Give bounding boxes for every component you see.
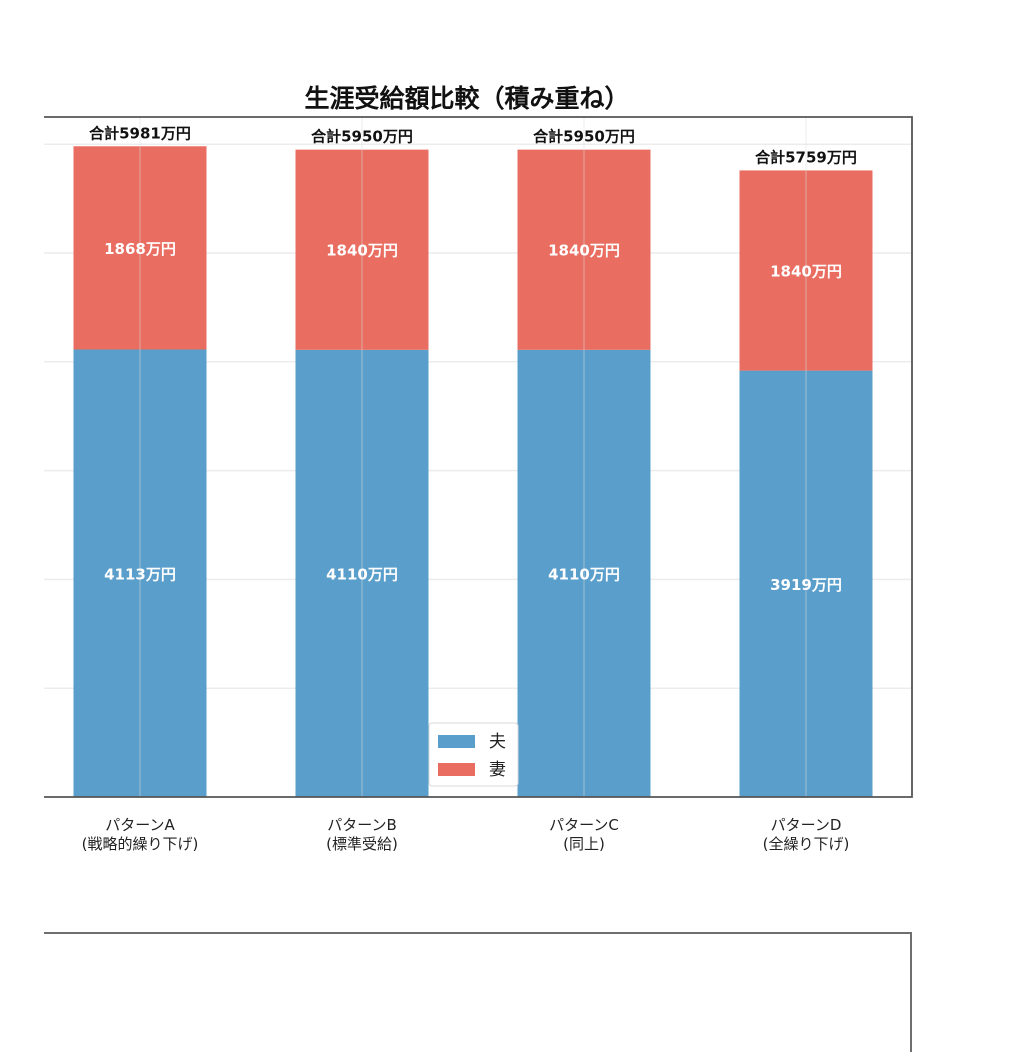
- x-tick-label: パターンA (戦略的繰り下げ): [82, 816, 199, 853]
- data-labels: 4113万円1868万円合計5981万円4110万円1840万円合計5950万円…: [88, 124, 857, 594]
- legend-swatch: [438, 735, 475, 748]
- legend-label: 夫: [489, 732, 506, 752]
- bar-segment-wife: [295, 149, 429, 350]
- total-label: 合計5759万円: [754, 148, 857, 166]
- axes: [44, 116, 913, 798]
- x-tick-label: パターンC (同上): [549, 816, 619, 853]
- x-tick-label: パターンD (全繰り下げ): [763, 816, 850, 853]
- segment-value-label: 4110万円: [548, 565, 620, 583]
- legend: 夫妻: [428, 722, 519, 787]
- segment-value-label: 4110万円: [326, 565, 398, 583]
- bars: [73, 146, 873, 797]
- bar-segment-wife: [517, 149, 651, 350]
- bar-segment-husband: [73, 349, 207, 797]
- x-tick-labels: パターンA (戦略的繰り下げ) パターンB (標準受給) パターンC (同上) パターンD(…: [82, 816, 850, 853]
- segment-value-label: 4113万円: [104, 565, 176, 583]
- segment-value-label: 1840万円: [326, 242, 398, 260]
- segment-value-label: 1868万円: [104, 240, 176, 258]
- second-chart-frame: [44, 932, 912, 1052]
- total-label: 合計5981万円: [88, 124, 191, 142]
- total-label: 合計5950万円: [532, 128, 635, 146]
- bar-segment-husband: [739, 370, 873, 797]
- segment-value-label: 1840万円: [770, 263, 842, 281]
- chart-title: 生涯受給額比較（積み重ね）: [304, 84, 629, 113]
- x-tick-label: パターンB (標準受給): [326, 816, 398, 853]
- bar-segment-husband: [517, 349, 651, 797]
- plot-frame: [44, 116, 913, 798]
- bar-segment-husband: [295, 349, 429, 797]
- total-label: 合計5950万円: [310, 128, 413, 146]
- legend-swatch: [438, 763, 475, 776]
- segment-value-label: 3919万円: [770, 576, 842, 594]
- legend-label: 妻: [489, 760, 506, 780]
- bar-segment-wife: [739, 170, 873, 371]
- segment-value-label: 1840万円: [548, 242, 620, 260]
- bar-segment-wife: [73, 146, 207, 350]
